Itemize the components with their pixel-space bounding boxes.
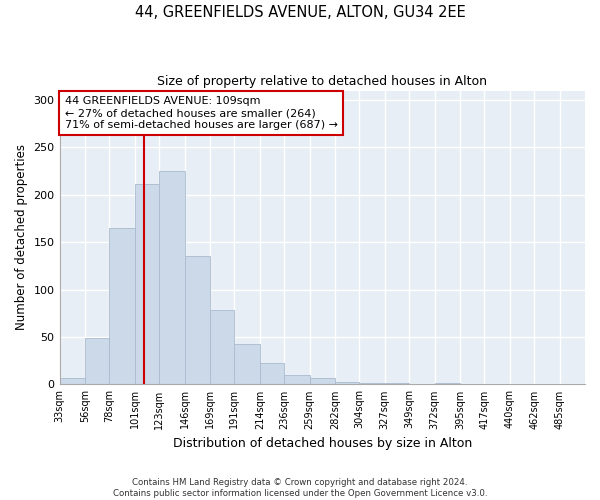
Bar: [85, 338, 109, 384]
Bar: [210, 310, 235, 384]
Bar: [260, 362, 284, 384]
X-axis label: Distribution of detached houses by size in Alton: Distribution of detached houses by size …: [173, 437, 472, 450]
Bar: [135, 184, 159, 384]
Text: 44, GREENFIELDS AVENUE, ALTON, GU34 2EE: 44, GREENFIELDS AVENUE, ALTON, GU34 2EE: [134, 5, 466, 20]
Bar: [284, 375, 310, 384]
Bar: [109, 228, 135, 384]
Bar: [59, 378, 85, 384]
Bar: [335, 382, 359, 384]
Text: 44 GREENFIELDS AVENUE: 109sqm
← 27% of detached houses are smaller (264)
71% of : 44 GREENFIELDS AVENUE: 109sqm ← 27% of d…: [65, 96, 338, 130]
Bar: [185, 256, 210, 384]
Title: Size of property relative to detached houses in Alton: Size of property relative to detached ho…: [157, 75, 487, 88]
Bar: [159, 171, 185, 384]
Bar: [235, 344, 260, 384]
Text: Contains HM Land Registry data © Crown copyright and database right 2024.
Contai: Contains HM Land Registry data © Crown c…: [113, 478, 487, 498]
Bar: [310, 378, 335, 384]
Bar: [385, 382, 409, 384]
Y-axis label: Number of detached properties: Number of detached properties: [15, 144, 28, 330]
Bar: [359, 382, 385, 384]
